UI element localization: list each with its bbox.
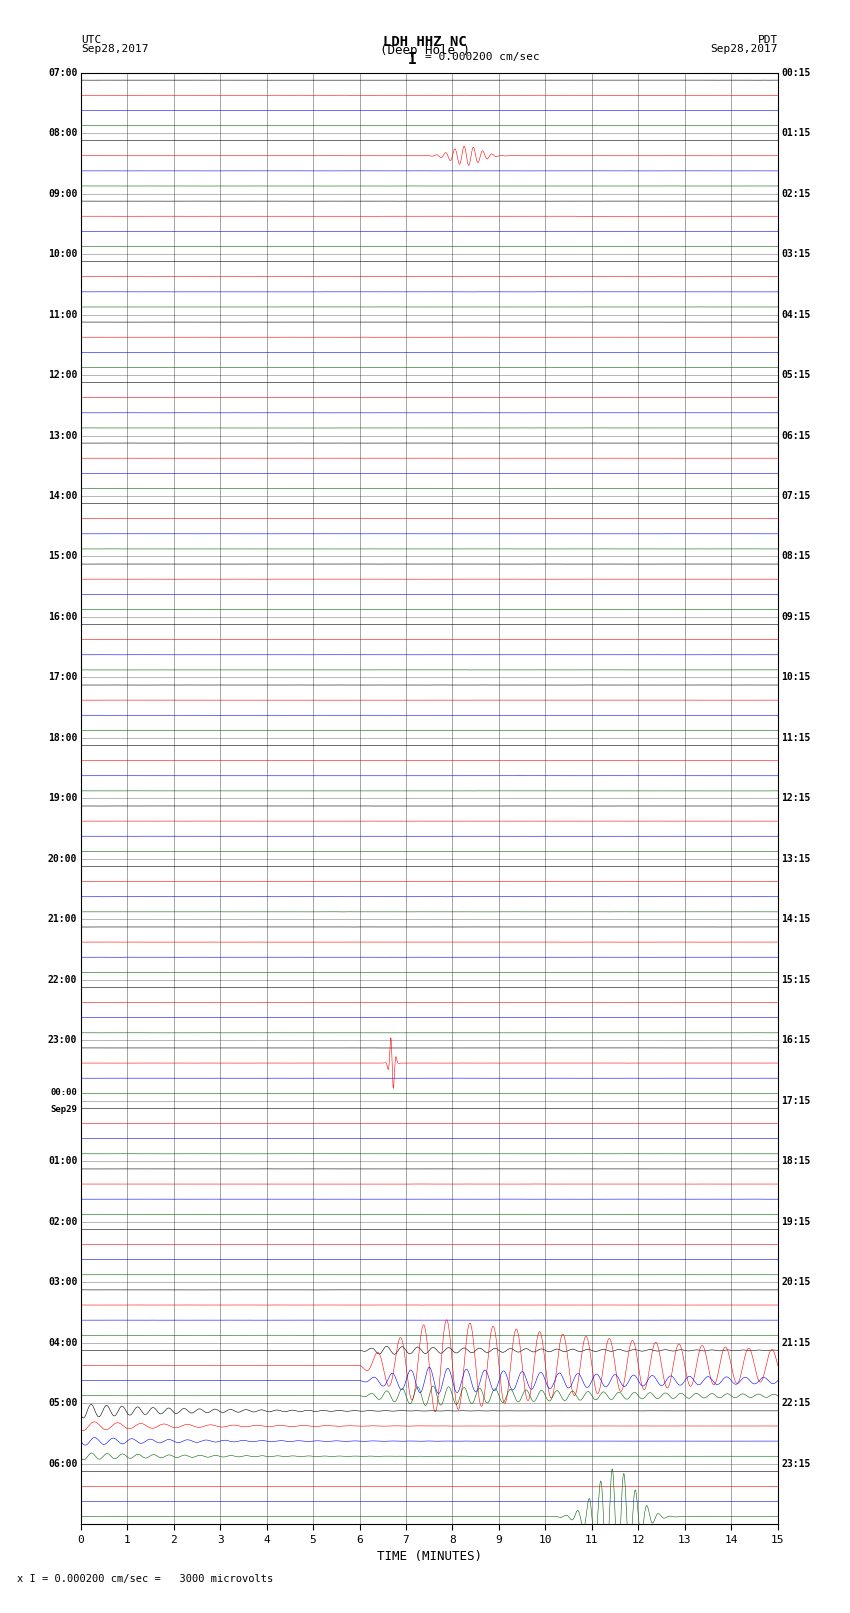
- Text: 21:15: 21:15: [781, 1337, 811, 1348]
- Text: 19:00: 19:00: [48, 794, 77, 803]
- Text: 17:15: 17:15: [781, 1095, 811, 1107]
- Text: 08:15: 08:15: [781, 552, 811, 561]
- Text: 06:00: 06:00: [48, 1458, 77, 1469]
- Text: 12:00: 12:00: [48, 369, 77, 381]
- Text: 02:15: 02:15: [781, 189, 811, 198]
- Text: LDH HHZ NC: LDH HHZ NC: [383, 35, 467, 48]
- Text: 02:00: 02:00: [48, 1216, 77, 1227]
- Text: 15:15: 15:15: [781, 974, 811, 986]
- Text: 22:00: 22:00: [48, 974, 77, 986]
- X-axis label: TIME (MINUTES): TIME (MINUTES): [377, 1550, 482, 1563]
- Text: 16:00: 16:00: [48, 611, 77, 623]
- Text: 13:00: 13:00: [48, 431, 77, 440]
- Text: 07:00: 07:00: [48, 68, 77, 77]
- Text: 17:00: 17:00: [48, 673, 77, 682]
- Text: PDT: PDT: [757, 35, 778, 45]
- Text: 11:00: 11:00: [48, 310, 77, 319]
- Text: 22:15: 22:15: [781, 1398, 811, 1408]
- Text: 14:15: 14:15: [781, 915, 811, 924]
- Text: 05:00: 05:00: [48, 1398, 77, 1408]
- Text: 18:15: 18:15: [781, 1157, 811, 1166]
- Text: UTC: UTC: [81, 35, 101, 45]
- Text: Sep29: Sep29: [50, 1105, 77, 1115]
- Text: 11:15: 11:15: [781, 732, 811, 744]
- Text: 16:15: 16:15: [781, 1036, 811, 1045]
- Text: 20:00: 20:00: [48, 853, 77, 865]
- Text: 09:15: 09:15: [781, 611, 811, 623]
- Text: 09:00: 09:00: [48, 189, 77, 198]
- Text: 07:15: 07:15: [781, 490, 811, 502]
- Text: 01:00: 01:00: [48, 1157, 77, 1166]
- Text: x I = 0.000200 cm/sec =   3000 microvolts: x I = 0.000200 cm/sec = 3000 microvolts: [17, 1574, 273, 1584]
- Text: 21:00: 21:00: [48, 915, 77, 924]
- Text: 05:15: 05:15: [781, 369, 811, 381]
- Text: 23:15: 23:15: [781, 1458, 811, 1469]
- Text: 20:15: 20:15: [781, 1277, 811, 1287]
- Text: 03:15: 03:15: [781, 248, 811, 260]
- Text: 00:15: 00:15: [781, 68, 811, 77]
- Text: = 0.000200 cm/sec: = 0.000200 cm/sec: [425, 52, 540, 61]
- Text: Sep28,2017: Sep28,2017: [81, 44, 148, 53]
- Text: 19:15: 19:15: [781, 1216, 811, 1227]
- Text: 10:00: 10:00: [48, 248, 77, 260]
- Text: 18:00: 18:00: [48, 732, 77, 744]
- Text: 04:15: 04:15: [781, 310, 811, 319]
- Text: 12:15: 12:15: [781, 794, 811, 803]
- Text: (Deep Hole ): (Deep Hole ): [380, 44, 470, 56]
- Text: 23:00: 23:00: [48, 1036, 77, 1045]
- Text: 14:00: 14:00: [48, 490, 77, 502]
- Text: I: I: [408, 52, 416, 66]
- Text: 08:00: 08:00: [48, 127, 77, 139]
- Text: 00:00: 00:00: [50, 1087, 77, 1097]
- Text: 04:00: 04:00: [48, 1337, 77, 1348]
- Text: 10:15: 10:15: [781, 673, 811, 682]
- Text: Sep28,2017: Sep28,2017: [711, 44, 778, 53]
- Text: 06:15: 06:15: [781, 431, 811, 440]
- Text: 15:00: 15:00: [48, 552, 77, 561]
- Text: 01:15: 01:15: [781, 127, 811, 139]
- Text: 13:15: 13:15: [781, 853, 811, 865]
- Text: 03:00: 03:00: [48, 1277, 77, 1287]
